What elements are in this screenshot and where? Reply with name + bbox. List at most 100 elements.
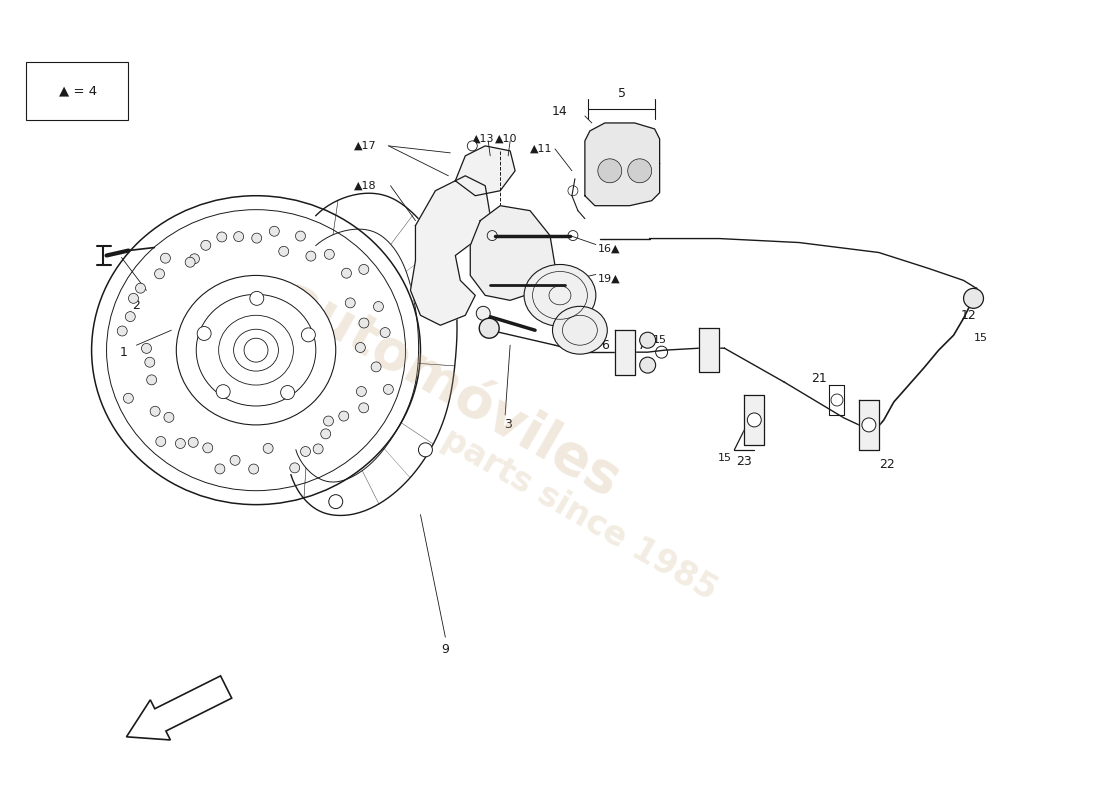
Text: parts since 1985: parts since 1985 bbox=[437, 422, 724, 607]
Circle shape bbox=[249, 464, 258, 474]
Circle shape bbox=[359, 318, 369, 328]
Text: ▲18: ▲18 bbox=[354, 181, 377, 190]
Circle shape bbox=[300, 446, 310, 457]
Polygon shape bbox=[455, 146, 515, 196]
Text: 14: 14 bbox=[552, 105, 568, 118]
Circle shape bbox=[381, 327, 390, 338]
Text: 22: 22 bbox=[879, 458, 894, 471]
Circle shape bbox=[278, 246, 288, 256]
Polygon shape bbox=[410, 176, 491, 326]
Circle shape bbox=[747, 413, 761, 427]
FancyArrow shape bbox=[126, 676, 232, 740]
Circle shape bbox=[323, 416, 333, 426]
Circle shape bbox=[185, 258, 195, 267]
Circle shape bbox=[324, 250, 334, 259]
Text: 19▲: 19▲ bbox=[597, 274, 620, 283]
Circle shape bbox=[289, 463, 299, 473]
Circle shape bbox=[135, 283, 145, 293]
Text: ▲ = 4: ▲ = 4 bbox=[58, 85, 97, 98]
Polygon shape bbox=[615, 330, 635, 375]
Circle shape bbox=[189, 254, 199, 264]
Circle shape bbox=[156, 437, 166, 446]
Circle shape bbox=[233, 232, 244, 242]
Circle shape bbox=[306, 251, 316, 261]
Circle shape bbox=[270, 226, 279, 236]
Circle shape bbox=[164, 412, 174, 422]
Text: 6: 6 bbox=[601, 338, 608, 352]
Circle shape bbox=[188, 438, 198, 447]
Text: 23: 23 bbox=[736, 455, 752, 468]
Circle shape bbox=[125, 312, 135, 322]
Circle shape bbox=[175, 438, 186, 449]
Circle shape bbox=[341, 268, 352, 278]
Text: 7: 7 bbox=[638, 338, 646, 352]
Circle shape bbox=[202, 443, 212, 453]
Circle shape bbox=[296, 231, 306, 241]
Circle shape bbox=[161, 253, 170, 263]
Circle shape bbox=[476, 306, 491, 320]
Circle shape bbox=[339, 411, 349, 421]
Circle shape bbox=[359, 265, 369, 274]
Circle shape bbox=[321, 429, 331, 439]
Circle shape bbox=[118, 326, 128, 336]
Polygon shape bbox=[745, 395, 764, 445]
Text: ▲13: ▲13 bbox=[472, 134, 495, 144]
Text: ▲11: ▲11 bbox=[530, 144, 552, 154]
Circle shape bbox=[345, 298, 355, 308]
Circle shape bbox=[371, 362, 381, 372]
Text: 8: 8 bbox=[701, 334, 708, 346]
Text: 15: 15 bbox=[652, 335, 667, 346]
Circle shape bbox=[252, 233, 262, 243]
Polygon shape bbox=[471, 206, 556, 300]
Polygon shape bbox=[859, 400, 879, 450]
Polygon shape bbox=[585, 123, 660, 206]
Circle shape bbox=[359, 403, 369, 413]
Circle shape bbox=[374, 302, 384, 311]
Text: 3: 3 bbox=[504, 418, 513, 431]
Text: 1: 1 bbox=[120, 346, 128, 358]
Text: automóviles: automóviles bbox=[272, 271, 629, 509]
Circle shape bbox=[628, 159, 651, 182]
Circle shape bbox=[151, 406, 161, 416]
Circle shape bbox=[597, 159, 622, 182]
Ellipse shape bbox=[552, 306, 607, 354]
Circle shape bbox=[123, 394, 133, 403]
Circle shape bbox=[250, 291, 264, 306]
Circle shape bbox=[217, 385, 230, 398]
Ellipse shape bbox=[91, 196, 420, 505]
Circle shape bbox=[355, 342, 365, 353]
Circle shape bbox=[640, 332, 656, 348]
Text: 2: 2 bbox=[132, 299, 141, 312]
Circle shape bbox=[280, 386, 295, 399]
Circle shape bbox=[217, 232, 227, 242]
Text: 12: 12 bbox=[960, 309, 977, 322]
Circle shape bbox=[329, 494, 343, 509]
Circle shape bbox=[201, 240, 211, 250]
Circle shape bbox=[964, 288, 983, 308]
Circle shape bbox=[862, 418, 876, 432]
Polygon shape bbox=[700, 328, 719, 372]
Text: ▲17: ▲17 bbox=[354, 141, 377, 151]
Circle shape bbox=[129, 294, 139, 303]
Circle shape bbox=[230, 455, 240, 466]
Circle shape bbox=[468, 141, 477, 151]
Text: 21: 21 bbox=[811, 371, 827, 385]
Circle shape bbox=[145, 358, 155, 367]
Circle shape bbox=[418, 443, 432, 457]
Ellipse shape bbox=[176, 275, 336, 425]
Text: 15: 15 bbox=[974, 334, 988, 343]
Text: 16▲: 16▲ bbox=[597, 243, 620, 254]
FancyBboxPatch shape bbox=[25, 62, 129, 120]
Text: 9: 9 bbox=[441, 642, 449, 656]
Circle shape bbox=[197, 326, 211, 341]
Circle shape bbox=[301, 328, 316, 342]
Circle shape bbox=[356, 386, 366, 397]
Circle shape bbox=[384, 385, 394, 394]
Circle shape bbox=[314, 444, 323, 454]
Text: ▲10: ▲10 bbox=[495, 134, 518, 144]
Circle shape bbox=[146, 375, 156, 385]
Circle shape bbox=[480, 318, 499, 338]
Circle shape bbox=[263, 443, 273, 454]
Circle shape bbox=[244, 338, 268, 362]
Circle shape bbox=[214, 464, 224, 474]
